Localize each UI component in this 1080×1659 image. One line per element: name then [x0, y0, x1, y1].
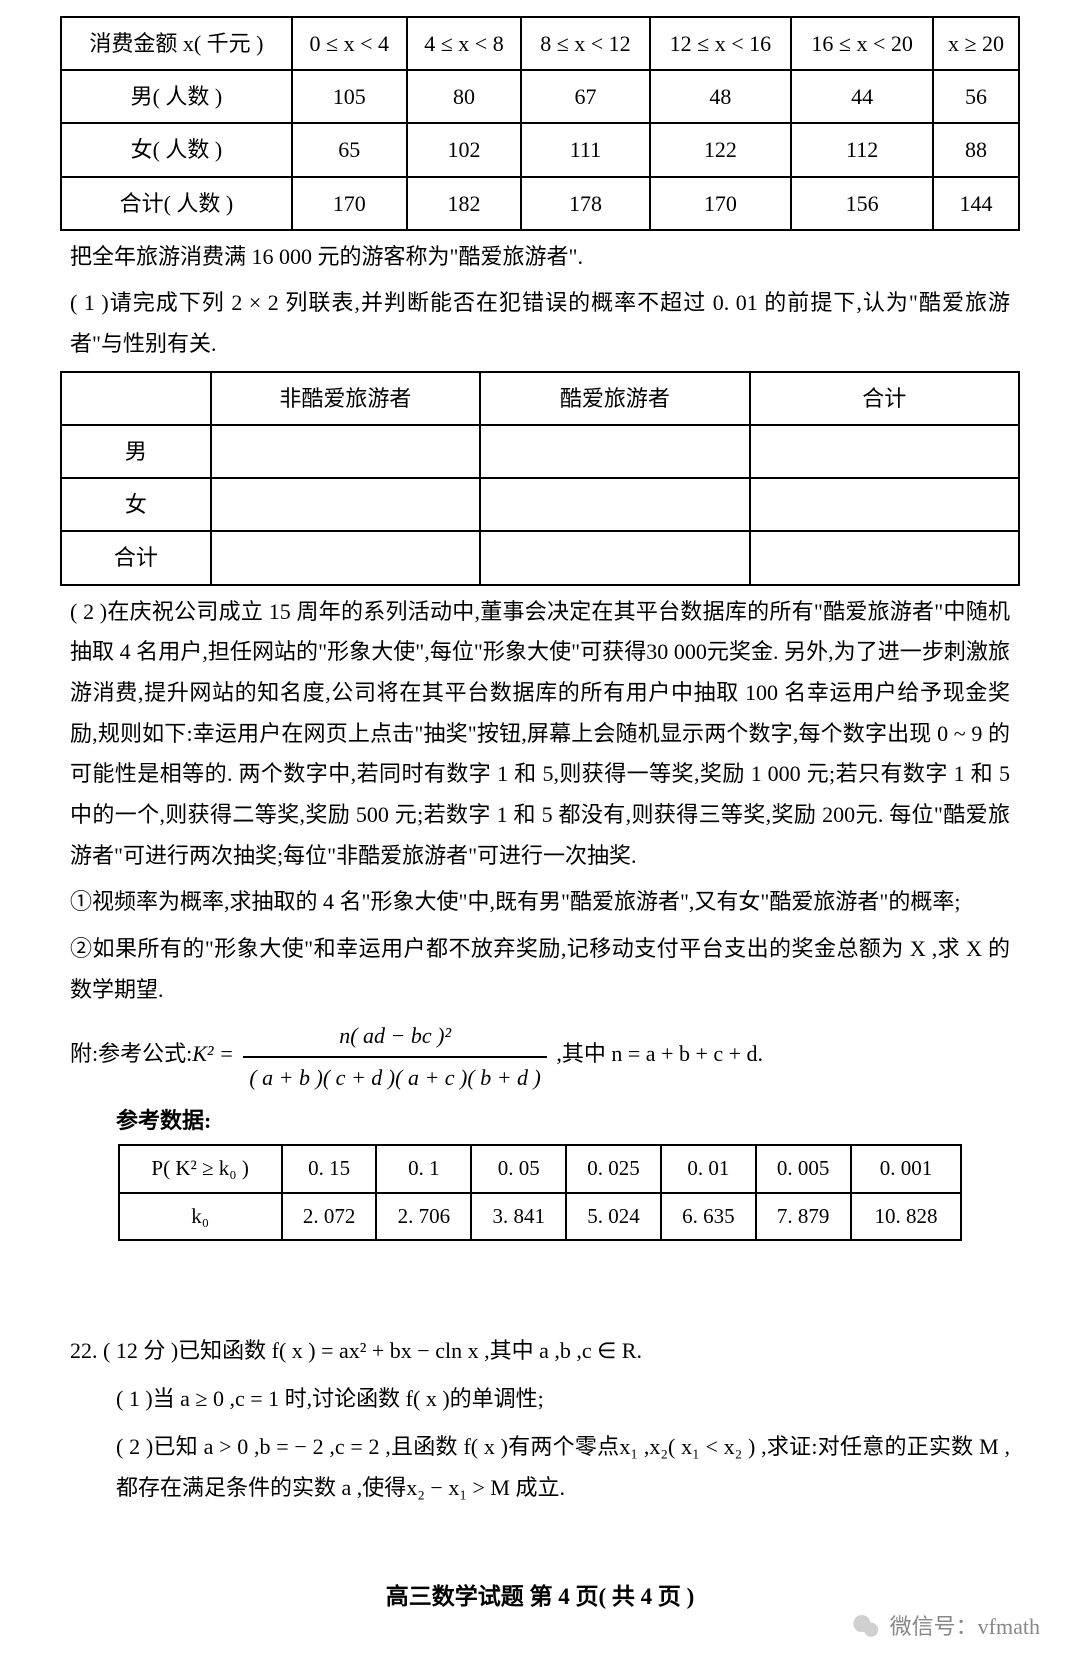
cell: 170: [292, 177, 407, 230]
header-cell: 消费金额 x( 千元 ): [61, 17, 292, 70]
cell: 144: [933, 177, 1019, 230]
header-cell: 4 ≤ x < 8: [407, 17, 522, 70]
cell: 合计: [61, 531, 211, 584]
table-row: 女: [61, 478, 1019, 531]
question-22-head: 22. ( 12 分 )已知函数 f( x ) = ax² + bx − cln…: [70, 1331, 1010, 1372]
consumption-table: 消费金额 x( 千元 ) 0 ≤ x < 4 4 ≤ x < 8 8 ≤ x <…: [60, 16, 1020, 231]
table-row: 非酷爱旅游者 酷爱旅游者 合计: [61, 372, 1019, 425]
cell: 女: [61, 478, 211, 531]
header-cell: 16 ≤ x < 20: [791, 17, 933, 70]
cell: 170: [650, 177, 792, 230]
cell: 0. 001: [851, 1145, 962, 1193]
cell: 80: [407, 70, 522, 123]
cell: 6. 635: [661, 1193, 756, 1241]
cell: 156: [791, 177, 933, 230]
table-row: k₀ 2. 072 2. 706 3. 841 5. 024 6. 635 7.…: [119, 1193, 962, 1241]
cell: 3. 841: [471, 1193, 566, 1241]
question-22-sub2: ( 2 )已知 a > 0 ,b = − 2 ,c = 2 ,且函数 f( x …: [116, 1426, 1010, 1510]
cell: k₀: [119, 1193, 282, 1241]
question-22-sub1: ( 1 )当 a ≥ 0 ,c = 1 时,讨论函数 f( x )的单调性;: [116, 1378, 1010, 1420]
denominator: ( a + b )( c + d )( a + c )( b + d ): [243, 1058, 547, 1095]
header-cell: 酷爱旅游者: [480, 372, 749, 425]
cell: 0. 1: [376, 1145, 471, 1193]
reference-data-label: 参考数据:: [116, 1103, 1010, 1138]
cell: [480, 425, 749, 478]
cell: 男( 人数 ): [61, 70, 292, 123]
question-2-sub2: ②如果所有的"形象大使"和幸运用户都不放弃奖励,记移动支付平台支出的奖金总额为 …: [70, 929, 1010, 1010]
table-row: 男: [61, 425, 1019, 478]
cell: 44: [791, 70, 933, 123]
cell: 2. 706: [376, 1193, 471, 1241]
numerator: n( ad − bc )²: [243, 1018, 547, 1057]
fraction: n( ad − bc )² ( a + b )( c + d )( a + c …: [243, 1018, 547, 1094]
cell: 112: [791, 123, 933, 176]
formula-lhs: K² =: [192, 1042, 239, 1067]
cell: 122: [650, 123, 792, 176]
question-1: ( 1 )请完成下列 2 × 2 列联表,并判断能否在犯错误的概率不超过 0. …: [70, 283, 1010, 364]
cell: [750, 531, 1019, 584]
question-2-sub1: ①视频率为概率,求抽取的 4 名"形象大使"中,既有男"酷爱旅游者",又有女"酷…: [70, 882, 1010, 923]
formula-label: 附:参考公式:: [70, 1042, 192, 1067]
cell: [480, 531, 749, 584]
paragraph-intro: 把全年旅游消费满 16 000 元的游客称为"酷爱旅游者".: [70, 237, 1010, 278]
cell: 2. 072: [282, 1193, 377, 1241]
table-row: 女( 人数 ) 65 102 111 122 112 88: [61, 123, 1019, 176]
header-cell: [61, 372, 211, 425]
wechat-icon: [850, 1610, 884, 1644]
contingency-table: 非酷爱旅游者 酷爱旅游者 合计 男 女 合计: [60, 371, 1020, 586]
cell: 102: [407, 123, 522, 176]
cell: 0. 01: [661, 1145, 756, 1193]
cell: [211, 478, 480, 531]
header-cell: 非酷爱旅游者: [211, 372, 480, 425]
cell: [480, 478, 749, 531]
wechat-watermark: 微信号：vfmath: [850, 1609, 1040, 1644]
cell: 178: [521, 177, 649, 230]
cell: 56: [933, 70, 1019, 123]
header-cell: x ≥ 20: [933, 17, 1019, 70]
table-row: 男( 人数 ) 105 80 67 48 44 56: [61, 70, 1019, 123]
cell: 0. 005: [756, 1145, 851, 1193]
table-row: P( K² ≥ k₀ ) 0. 15 0. 1 0. 05 0. 025 0. …: [119, 1145, 962, 1193]
cell: [750, 425, 1019, 478]
cell: 48: [650, 70, 792, 123]
cell: 0. 15: [282, 1145, 377, 1193]
reference-formula: 附:参考公式:K² = n( ad − bc )² ( a + b )( c +…: [70, 1018, 1010, 1094]
cell: [750, 478, 1019, 531]
cell: [211, 531, 480, 584]
formula-tail: ,其中 n = a + b + c + d.: [556, 1042, 763, 1067]
question-2: ( 2 )在庆祝公司成立 15 周年的系列活动中,董事会决定在其平台数据库的所有…: [70, 592, 1010, 877]
footer-area: 高三数学试题 第 4 页( 共 4 页 ) 微信号：vfmath: [60, 1579, 1020, 1639]
cell: 182: [407, 177, 522, 230]
q22-head-text: 22. ( 12 分 )已知函数 f( x ) = ax² + bx − cln…: [70, 1338, 642, 1363]
table-row: 合计: [61, 531, 1019, 584]
cell: 10. 828: [851, 1193, 962, 1241]
cell: P( K² ≥ k₀ ): [119, 1145, 282, 1193]
cell: 67: [521, 70, 649, 123]
cell: 女( 人数 ): [61, 123, 292, 176]
cell: 111: [521, 123, 649, 176]
header-cell: 12 ≤ x < 16: [650, 17, 792, 70]
header-cell: 8 ≤ x < 12: [521, 17, 649, 70]
table-row: 消费金额 x( 千元 ) 0 ≤ x < 4 4 ≤ x < 8 8 ≤ x <…: [61, 17, 1019, 70]
reference-data-table: P( K² ≥ k₀ ) 0. 15 0. 1 0. 05 0. 025 0. …: [118, 1144, 963, 1241]
cell: 男: [61, 425, 211, 478]
cell: 0. 05: [471, 1145, 566, 1193]
wechat-label: 微信号：vfmath: [890, 1609, 1040, 1644]
cell: 65: [292, 123, 407, 176]
cell: 105: [292, 70, 407, 123]
cell: 7. 879: [756, 1193, 851, 1241]
cell: 合计( 人数 ): [61, 177, 292, 230]
cell: 0. 025: [566, 1145, 661, 1193]
header-cell: 0 ≤ x < 4: [292, 17, 407, 70]
table-row: 合计( 人数 ) 170 182 178 170 156 144: [61, 177, 1019, 230]
cell: 88: [933, 123, 1019, 176]
header-cell: 合计: [750, 372, 1019, 425]
cell: 5. 024: [566, 1193, 661, 1241]
cell: [211, 425, 480, 478]
